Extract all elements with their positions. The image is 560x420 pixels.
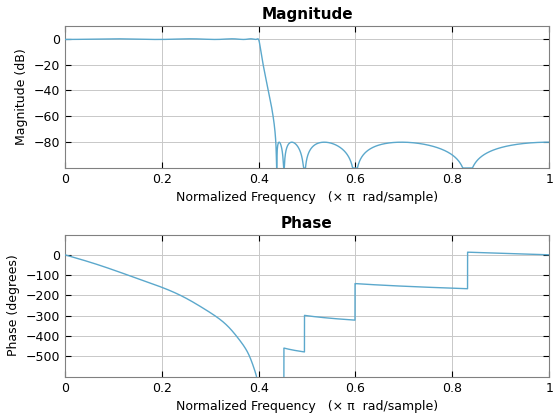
X-axis label: Normalized Frequency   (× π  rad/sample): Normalized Frequency (× π rad/sample) xyxy=(176,192,438,205)
X-axis label: Normalized Frequency   (× π  rad/sample): Normalized Frequency (× π rad/sample) xyxy=(176,400,438,413)
Title: Phase: Phase xyxy=(281,215,333,231)
Y-axis label: Magnitude (dB): Magnitude (dB) xyxy=(15,49,28,145)
Y-axis label: Phase (degrees): Phase (degrees) xyxy=(7,255,20,357)
Title: Magnitude: Magnitude xyxy=(261,7,353,22)
